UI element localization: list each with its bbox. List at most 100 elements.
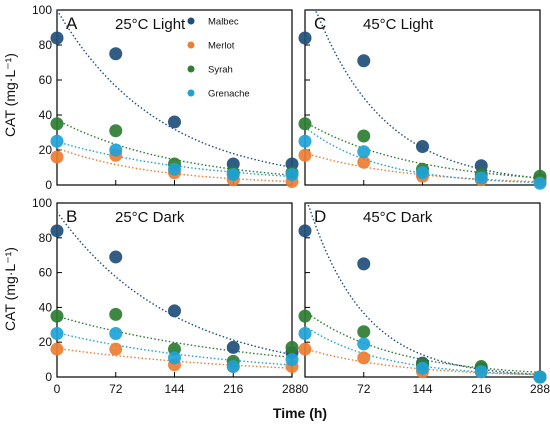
point-syrah	[298, 117, 312, 131]
trendline-malbec	[56, 9, 293, 168]
trendline-syrah	[56, 119, 293, 176]
point-syrah	[357, 325, 371, 339]
panel-frame	[304, 9, 541, 186]
x-tick-label: 144	[412, 382, 432, 396]
y-tick-label: 60	[39, 73, 53, 87]
point-syrah	[50, 309, 64, 323]
point-malbec	[50, 224, 64, 238]
point-grenache	[50, 327, 64, 340]
y-tick-label: 80	[39, 231, 53, 245]
x-tick-label: 216	[471, 382, 491, 396]
point-grenache	[416, 361, 429, 375]
legend-marker-syrah	[187, 65, 195, 73]
y-tick-label: 100	[32, 3, 52, 17]
y-tick-label: 0	[45, 178, 52, 192]
trendline-malbec	[305, 9, 541, 179]
legend-label-grenache: Grenache	[208, 89, 250, 100]
panel-letter: C	[314, 14, 326, 33]
point-merlot	[109, 342, 123, 356]
point-grenache	[168, 351, 181, 365]
point-merlot	[357, 155, 371, 169]
x-tick-label: 144	[164, 382, 184, 396]
legend-marker-malbec	[187, 17, 195, 25]
point-malbec	[168, 115, 181, 129]
trendline-syrah	[304, 121, 541, 179]
point-merlot	[50, 342, 64, 356]
point-malbec	[50, 31, 64, 45]
panel-title: 45°C Light	[363, 16, 434, 33]
x-tick-label: 288	[282, 382, 302, 396]
panel-B: 0 20 40 60 80 100 0 72 144 216 288 B 25°C Dark	[32, 196, 302, 396]
point-grenache	[416, 166, 429, 180]
point-grenache	[298, 134, 312, 148]
point-grenache	[285, 353, 299, 367]
x-tick-label: 72	[357, 382, 371, 396]
x-axis-title: Time (h)	[273, 405, 327, 421]
trendline-merlot	[56, 147, 293, 183]
trendline-syrah	[304, 310, 541, 373]
point-merlot	[298, 342, 312, 356]
point-malbec	[168, 304, 181, 318]
panel-letter: A	[66, 14, 78, 33]
point-malbec	[109, 250, 123, 264]
point-syrah	[357, 129, 371, 143]
legend-marker-grenache	[187, 89, 195, 97]
point-syrah	[50, 117, 64, 131]
y-tick-label: 20	[39, 143, 53, 157]
point-merlot	[50, 150, 64, 164]
x-tick-label: 288	[530, 382, 550, 396]
point-syrah	[298, 309, 312, 323]
point-grenache	[357, 337, 371, 351]
panel-title: 25°C Dark	[115, 209, 185, 226]
point-grenache	[50, 134, 64, 148]
x-tick-label: 0	[54, 382, 61, 396]
panel-title: 45°C Dark	[363, 209, 433, 226]
point-grenache	[109, 327, 123, 340]
panel-frame	[304, 202, 541, 378]
point-syrah	[109, 124, 123, 138]
y-tick-label: 40	[39, 300, 53, 314]
legend-label-malbec: Malbec	[208, 17, 239, 28]
point-syrah	[109, 307, 123, 321]
point-grenache	[298, 327, 312, 340]
y-tick-label: 60	[39, 266, 53, 280]
point-merlot	[357, 351, 371, 365]
panel-letter: B	[66, 207, 77, 226]
trendline-malbec	[56, 211, 293, 356]
legend-label-syrah: Syrah	[208, 65, 233, 76]
point-malbec	[357, 257, 371, 271]
panel-C: C 45°C Light	[298, 9, 547, 190]
point-merlot	[298, 148, 312, 162]
panel-title: 25°C Light	[115, 16, 186, 33]
panel-A: 0 20 40 60 80 100 A 25°C Light Malbec Merlot Syrah…	[32, 3, 299, 192]
y-tick-label: 80	[39, 38, 53, 52]
trendline-grenache	[304, 325, 541, 376]
point-malbec	[226, 340, 240, 354]
x-tick-label: 216	[223, 382, 243, 396]
point-malbec	[416, 140, 429, 153]
y-tick-label: 100	[32, 196, 52, 210]
trendline-malbec	[304, 202, 541, 375]
panel-letter: D	[314, 207, 326, 226]
y-axis-title-top: CAT (mg·L⁻¹)	[2, 53, 18, 137]
point-syrah	[285, 340, 299, 354]
point-malbec	[357, 54, 371, 68]
legend: Malbec Merlot Syrah Grenache	[187, 17, 250, 100]
trendline-merlot	[56, 347, 293, 369]
y-tick-label: 0	[45, 370, 52, 384]
y-axis-title-bottom: CAT (mg·L⁻¹)	[2, 247, 18, 331]
point-grenache	[533, 370, 547, 384]
legend-marker-merlot	[187, 41, 195, 49]
panel-D: 0 72 144 216 288 D 45°C Dark	[298, 202, 550, 396]
point-grenache	[474, 365, 488, 379]
point-grenache	[168, 162, 181, 176]
x-tick-label: 72	[109, 382, 123, 396]
point-grenache	[109, 143, 123, 157]
y-tick-label: 40	[39, 108, 53, 122]
point-grenache	[285, 168, 299, 181]
point-grenache	[533, 176, 547, 190]
point-grenache	[226, 168, 240, 181]
point-malbec	[298, 224, 312, 238]
point-grenache	[357, 145, 371, 159]
